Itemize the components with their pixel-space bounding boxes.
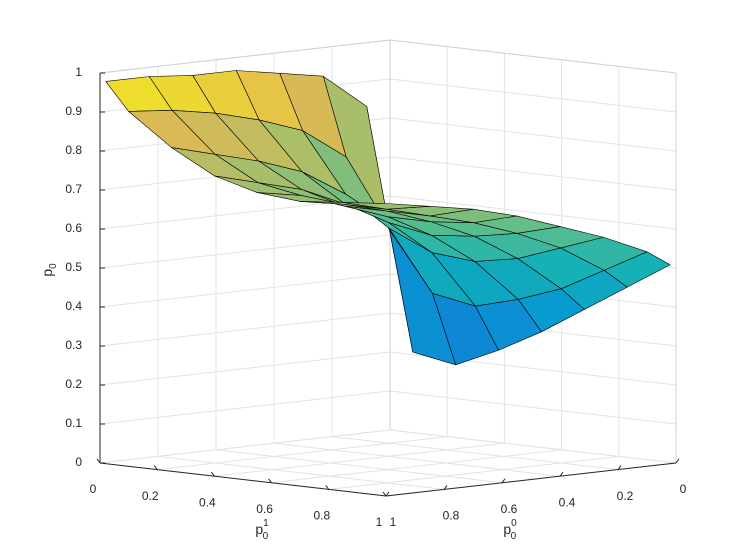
x-tick-label: 0 xyxy=(90,482,97,496)
z-grid-line xyxy=(389,78,677,113)
x-tick xyxy=(325,485,330,490)
z-tick-label: 0.8 xyxy=(65,143,82,157)
x-tick-label: 0.4 xyxy=(199,495,216,509)
z-label-sub: 0 xyxy=(48,263,59,269)
z-axis-label: p0 xyxy=(39,263,59,277)
y-grid-line xyxy=(273,442,561,477)
x-axis-label: p1 0 xyxy=(255,518,269,542)
y-tick-label: 0.6 xyxy=(501,502,518,516)
z-grid-line xyxy=(99,234,391,269)
box-edge xyxy=(389,39,677,74)
y-label-sup: 0 xyxy=(511,518,517,529)
y-axis-line xyxy=(385,462,677,497)
y-tick-label: 0.4 xyxy=(559,495,576,509)
x-grid-line xyxy=(214,442,505,477)
x-grid-line xyxy=(99,429,391,464)
x-tick xyxy=(210,471,215,477)
z-grid-line xyxy=(389,117,677,152)
x-tick-label: 0.8 xyxy=(313,509,330,523)
ticks: 0 0.1 0.2 0.3 0.4 0.5 0.6 0.7 0.8 0.9 1 0 0.2 0.4 0.6 0… xyxy=(65,65,686,529)
z-grid-line xyxy=(389,390,677,425)
box-edge xyxy=(99,39,391,74)
y-label-base: p xyxy=(503,521,511,537)
x-grid-line xyxy=(271,449,562,484)
z-grid-line xyxy=(389,195,677,230)
y-axis-label: p0 0 xyxy=(503,518,517,542)
x-tick xyxy=(153,465,158,470)
y-tick-label: 0 xyxy=(680,482,687,496)
surface-cell xyxy=(342,202,430,210)
z-tick-label: 0.2 xyxy=(65,377,82,391)
y-grid-line xyxy=(389,429,677,464)
y-tick xyxy=(385,491,390,497)
surface xyxy=(105,70,671,366)
y-tick xyxy=(559,471,564,477)
z-grid-line xyxy=(99,273,391,308)
z-tick-label: 0.7 xyxy=(65,182,82,196)
x-tick-label: 0.2 xyxy=(142,489,159,503)
z-tick-label: 0.5 xyxy=(65,260,82,274)
z-tick-label: 0.3 xyxy=(65,338,82,352)
x-grid-line xyxy=(328,455,619,490)
x-tick xyxy=(96,458,101,464)
x-label-sub: 0 xyxy=(263,531,269,542)
z-tick-label: 0.6 xyxy=(65,221,82,235)
z-grid-line xyxy=(99,312,391,347)
x-grid-line xyxy=(157,436,448,471)
y-tick-label: 1 xyxy=(390,515,397,529)
z-tick-label: 0.1 xyxy=(65,416,82,430)
x-axis-line xyxy=(99,462,387,497)
x-tick xyxy=(382,491,387,497)
x-tick-label: 1 xyxy=(376,515,383,529)
z-tick-label: 0 xyxy=(75,455,82,469)
y-tick xyxy=(501,478,506,484)
z-grid-line xyxy=(99,351,391,386)
y-grid-line xyxy=(215,449,503,484)
y-grid-line xyxy=(157,455,445,490)
z-label-base: p xyxy=(39,269,55,277)
x-tick xyxy=(268,478,273,484)
x-label-base: p xyxy=(255,521,263,537)
y-tick xyxy=(675,458,680,464)
z-tick-label: 0.9 xyxy=(65,104,82,118)
x-label-sup: 1 xyxy=(263,518,269,529)
z-tick-label: 0.4 xyxy=(65,299,82,313)
x-tick-label: 0.6 xyxy=(256,502,273,516)
y-label-sub: 0 xyxy=(511,531,517,542)
y-tick-label: 0.8 xyxy=(443,509,460,523)
y-tick xyxy=(443,485,448,490)
y-grid-line xyxy=(331,436,619,471)
z-tick-label: 1 xyxy=(75,65,82,79)
z-grid-line xyxy=(389,156,677,191)
z-grid-line xyxy=(99,390,391,425)
y-tick xyxy=(617,465,622,470)
y-tick-label: 0.2 xyxy=(617,489,634,503)
